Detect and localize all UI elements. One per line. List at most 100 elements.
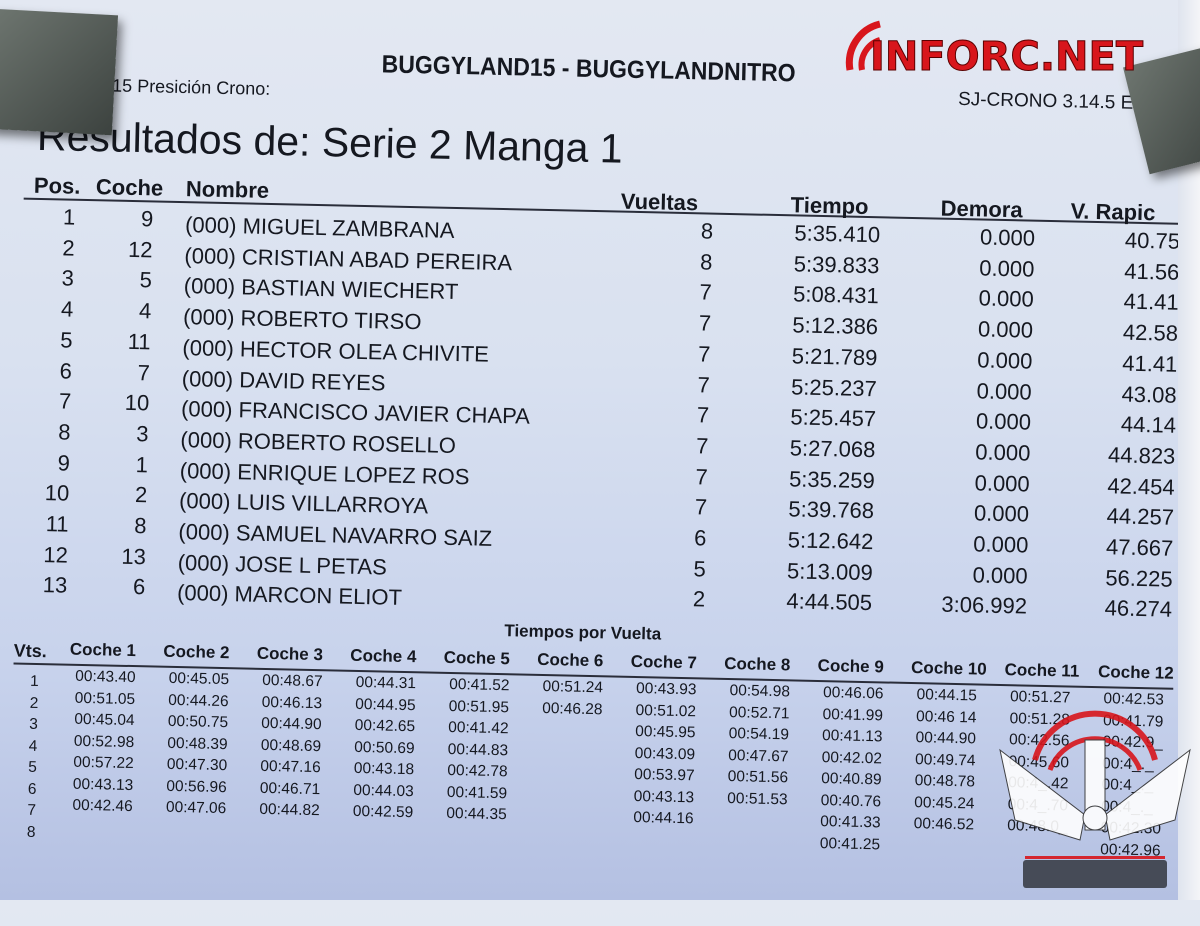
result-nombre: (000) LUIS VILLARROYA	[178, 488, 429, 519]
lap-time: 00:51.56	[727, 768, 789, 787]
lap-time: 00:50.75	[167, 712, 229, 732]
lap-number: 6	[27, 780, 37, 798]
lap-column-header: Coche 10	[910, 658, 987, 679]
result-coche: 11	[127, 328, 151, 355]
lap-time: 00:47.67	[728, 746, 789, 765]
lap-time: 00:44.82	[259, 800, 320, 820]
result-coche: 8	[134, 513, 147, 539]
result-coche: 1	[135, 451, 149, 477]
result-coche: 6	[132, 574, 146, 600]
result-coche: 3	[136, 420, 149, 447]
lap-time: 00:46.52	[913, 815, 975, 834]
lap-time: 00:41.25	[819, 834, 881, 853]
lap-column-header: Coche 8	[723, 653, 791, 675]
lap-number: 1	[29, 672, 39, 691]
result-tiempo: 4:44.505	[786, 588, 873, 616]
result-tiempo: 5:25.237	[790, 373, 878, 401]
paper-edge	[1178, 0, 1200, 900]
lap-number: 2	[29, 694, 39, 712]
result-nombre: (000) ROBERTO TIRSO	[182, 304, 422, 335]
laps-title: Tiempos por Vuelta	[504, 621, 662, 644]
lap-time: 00:53.97	[634, 766, 695, 785]
lap-column-header: Coche 1	[69, 639, 137, 661]
lap-time: 00:41.13	[821, 727, 883, 746]
lap-time: 00:41.42	[448, 718, 509, 738]
lap-time: 00:40.89	[821, 770, 882, 789]
result-pos: 6	[59, 357, 73, 384]
result-pos: 13	[42, 572, 68, 598]
result-coche: 4	[138, 298, 152, 324]
result-demora: 0.000	[975, 408, 1032, 435]
lap-time: 00:48.39	[167, 734, 228, 753]
lap-time: 00:52.98	[73, 732, 135, 751]
lap-column-header: Coche 4	[350, 645, 417, 667]
result-vrapida: 43.08	[1121, 381, 1177, 408]
lap-time: 00:50.69	[354, 738, 415, 757]
result-nombre: (000) JOSE L PETAS	[177, 549, 388, 580]
lap-time: 00:46 14	[915, 707, 977, 726]
lap-time: 00:44.16	[633, 809, 694, 828]
result-coche: 9	[140, 206, 154, 232]
lap-time: 00:56.96	[166, 777, 227, 796]
result-coche: 2	[134, 482, 148, 508]
lap-time: 00:48.78	[914, 772, 976, 791]
lap-column-header: Coche 5	[443, 647, 511, 669]
result-nombre: (000) ENRIQUE LOPEZ ROS	[179, 457, 470, 489]
result-demora: 0.000	[978, 285, 1034, 313]
lap-time: 00:46.13	[261, 693, 323, 712]
result-vrapida: 40.75	[1124, 227, 1181, 254]
lap-time: 00:42.02	[821, 748, 883, 767]
lap-time: 00:57.22	[73, 753, 134, 773]
result-pos: 5	[60, 327, 73, 353]
result-tiempo: 5:39.833	[793, 251, 880, 278]
buggyland-badge	[995, 700, 1195, 895]
lap-time: 00:43.13	[633, 787, 695, 806]
lap-time: 00:51.02	[635, 701, 697, 720]
lap-time: 00:41.52	[448, 675, 510, 695]
result-vueltas: 7	[699, 279, 713, 305]
result-vueltas: 7	[695, 433, 709, 459]
result-coche: 7	[137, 359, 151, 385]
result-coche: 13	[121, 543, 147, 569]
result-nombre: (000) SAMUEL NAVARRO SAIZ	[178, 519, 493, 551]
lap-time: 00:42.65	[354, 716, 416, 736]
column-header: Tiempo	[790, 192, 869, 219]
page-heading: Resultados de: Serie 2 Manga 1	[36, 112, 624, 172]
result-tiempo: 5:25.457	[790, 404, 877, 432]
result-vrapida: 46.274	[1104, 595, 1173, 623]
lap-time: 00:46.28	[541, 699, 603, 718]
lap-time: 00:46.71	[259, 779, 321, 798]
paperweight-left	[0, 8, 119, 136]
result-vrapida: 41.56	[1124, 258, 1180, 285]
result-demora: 0.000	[979, 255, 1035, 282]
result-demora: 0.000	[972, 562, 1028, 589]
result-vueltas: 2	[692, 586, 706, 612]
result-vrapida: 41.41	[1123, 288, 1179, 316]
result-vueltas: 7	[698, 310, 712, 336]
result-nombre: (000) CRISTIAN ABAD PEREIRA	[184, 242, 513, 275]
result-vrapida: 44.257	[1106, 503, 1175, 531]
lap-column-header: Coche 11	[1004, 660, 1080, 681]
result-tiempo: 5:13.009	[786, 557, 873, 585]
result-demora: 0.000	[979, 224, 1036, 251]
result-vueltas: 7	[695, 463, 709, 490]
lap-time: 00:48.69	[260, 736, 322, 755]
result-pos: 4	[60, 296, 74, 322]
result-tiempo: 5:12.386	[792, 312, 879, 340]
column-header: Vueltas	[620, 188, 699, 216]
result-nombre: (000) FRANCISCO JAVIER CHAPA	[180, 396, 531, 429]
lap-time: 00:42.46	[72, 796, 133, 816]
piston-wings-icon	[999, 710, 1191, 888]
result-demora: 0.000	[973, 531, 1029, 558]
lap-time: 00:44.95	[355, 695, 416, 714]
lap-time: 00:51.24	[542, 678, 604, 697]
result-demora: 0.000	[977, 347, 1033, 374]
result-demora: 3:06.992	[941, 592, 1028, 619]
lap-time: 00:44.03	[353, 781, 414, 800]
result-vueltas: 7	[694, 494, 708, 520]
inforc-logo: INFORC.NET	[840, 10, 1180, 85]
result-demora: 0.000	[975, 439, 1031, 466]
result-pos: 8	[58, 419, 71, 445]
result-tiempo: 5:39.768	[788, 496, 875, 524]
result-tiempo: 5:35.410	[794, 220, 881, 248]
